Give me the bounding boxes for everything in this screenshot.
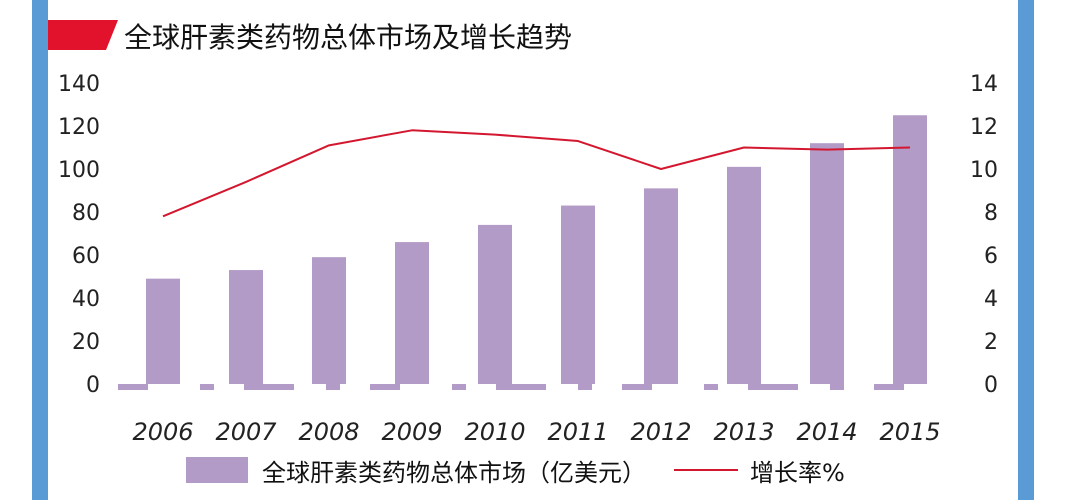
title-marker-shape	[48, 20, 118, 50]
baseline-stub	[200, 384, 214, 390]
legend-line-label: 增长率%	[750, 458, 845, 487]
x-tick-label-2015: 2015	[879, 418, 940, 446]
baseline-stub	[874, 384, 904, 390]
bar-2014	[810, 143, 844, 384]
y-left-tick-label: 40	[72, 287, 100, 312]
y-right-tick-label: 6	[984, 244, 998, 269]
bar-2009	[395, 242, 429, 384]
y-left-tick-label: 20	[72, 330, 100, 355]
x-tick-label-2011: 2011	[547, 418, 608, 446]
chart-plot: 0 20 40 60 80 100 120 140 0 2 4 6 8 10 12 14 2006 2007 200…	[58, 72, 998, 446]
chart-title: 全球肝素类药物总体市场及增长趋势	[124, 21, 573, 54]
bar-2013	[727, 166, 761, 384]
baseline-stub	[370, 384, 400, 390]
baseline-stub	[830, 384, 844, 390]
bar-2010	[478, 224, 512, 384]
baseline-stub	[622, 384, 652, 390]
baseline-stub	[326, 384, 340, 390]
y-left-tick-label: 100	[58, 158, 100, 183]
bar-2015	[893, 115, 927, 384]
y-left-tick-label: 80	[72, 201, 100, 226]
y-right-tick-label: 10	[970, 158, 998, 183]
x-tick-label-2009: 2009	[381, 418, 442, 446]
y-right-tick-label: 4	[984, 287, 998, 312]
x-tick-label-2013: 2013	[713, 418, 774, 446]
bar-2011	[561, 205, 595, 384]
legend-line-swatch	[674, 469, 738, 471]
y-right-tick-label: 12	[970, 115, 998, 140]
y-left-tick-label: 140	[58, 72, 100, 97]
baseline-stub	[496, 384, 546, 390]
y-right-tick-label: 14	[970, 72, 998, 97]
bar-2012	[644, 188, 678, 384]
legend-bar-label: 全球肝素类药物总体市场（亿美元）	[262, 458, 646, 487]
baseline-stub	[704, 384, 718, 390]
baseline-stub	[244, 384, 294, 390]
x-tick-label-2014: 2014	[796, 418, 857, 446]
legend-bar-swatch	[186, 457, 248, 483]
x-tick-label-2006: 2006	[132, 418, 193, 446]
bar-2006	[146, 278, 180, 384]
left-border-bar	[32, 0, 48, 500]
y-right-tick-label: 0	[984, 373, 998, 398]
y-left-tick-label: 120	[58, 115, 100, 140]
chart-legend: 全球肝素类药物总体市场（亿美元） 增长率%	[186, 452, 845, 488]
bar-2007	[229, 270, 263, 384]
baseline-stub	[452, 384, 466, 390]
baseline-stub	[118, 384, 148, 390]
baseline-stub	[578, 384, 592, 390]
x-tick-label-2007: 2007	[215, 418, 277, 446]
x-tick-label-2012: 2012	[630, 418, 691, 446]
y-left-tick-label: 0	[86, 373, 100, 398]
x-tick-label-2010: 2010	[464, 418, 525, 446]
right-border-bar	[1018, 0, 1034, 500]
y-left-tick-label: 60	[72, 244, 100, 269]
baseline-stub	[748, 384, 798, 390]
growth-rate-line	[162, 129, 911, 218]
y-right-tick-label: 8	[984, 201, 998, 226]
x-tick-label-2008: 2008	[298, 418, 359, 446]
bar-2008	[312, 257, 346, 384]
y-right-tick-label: 2	[984, 330, 998, 355]
